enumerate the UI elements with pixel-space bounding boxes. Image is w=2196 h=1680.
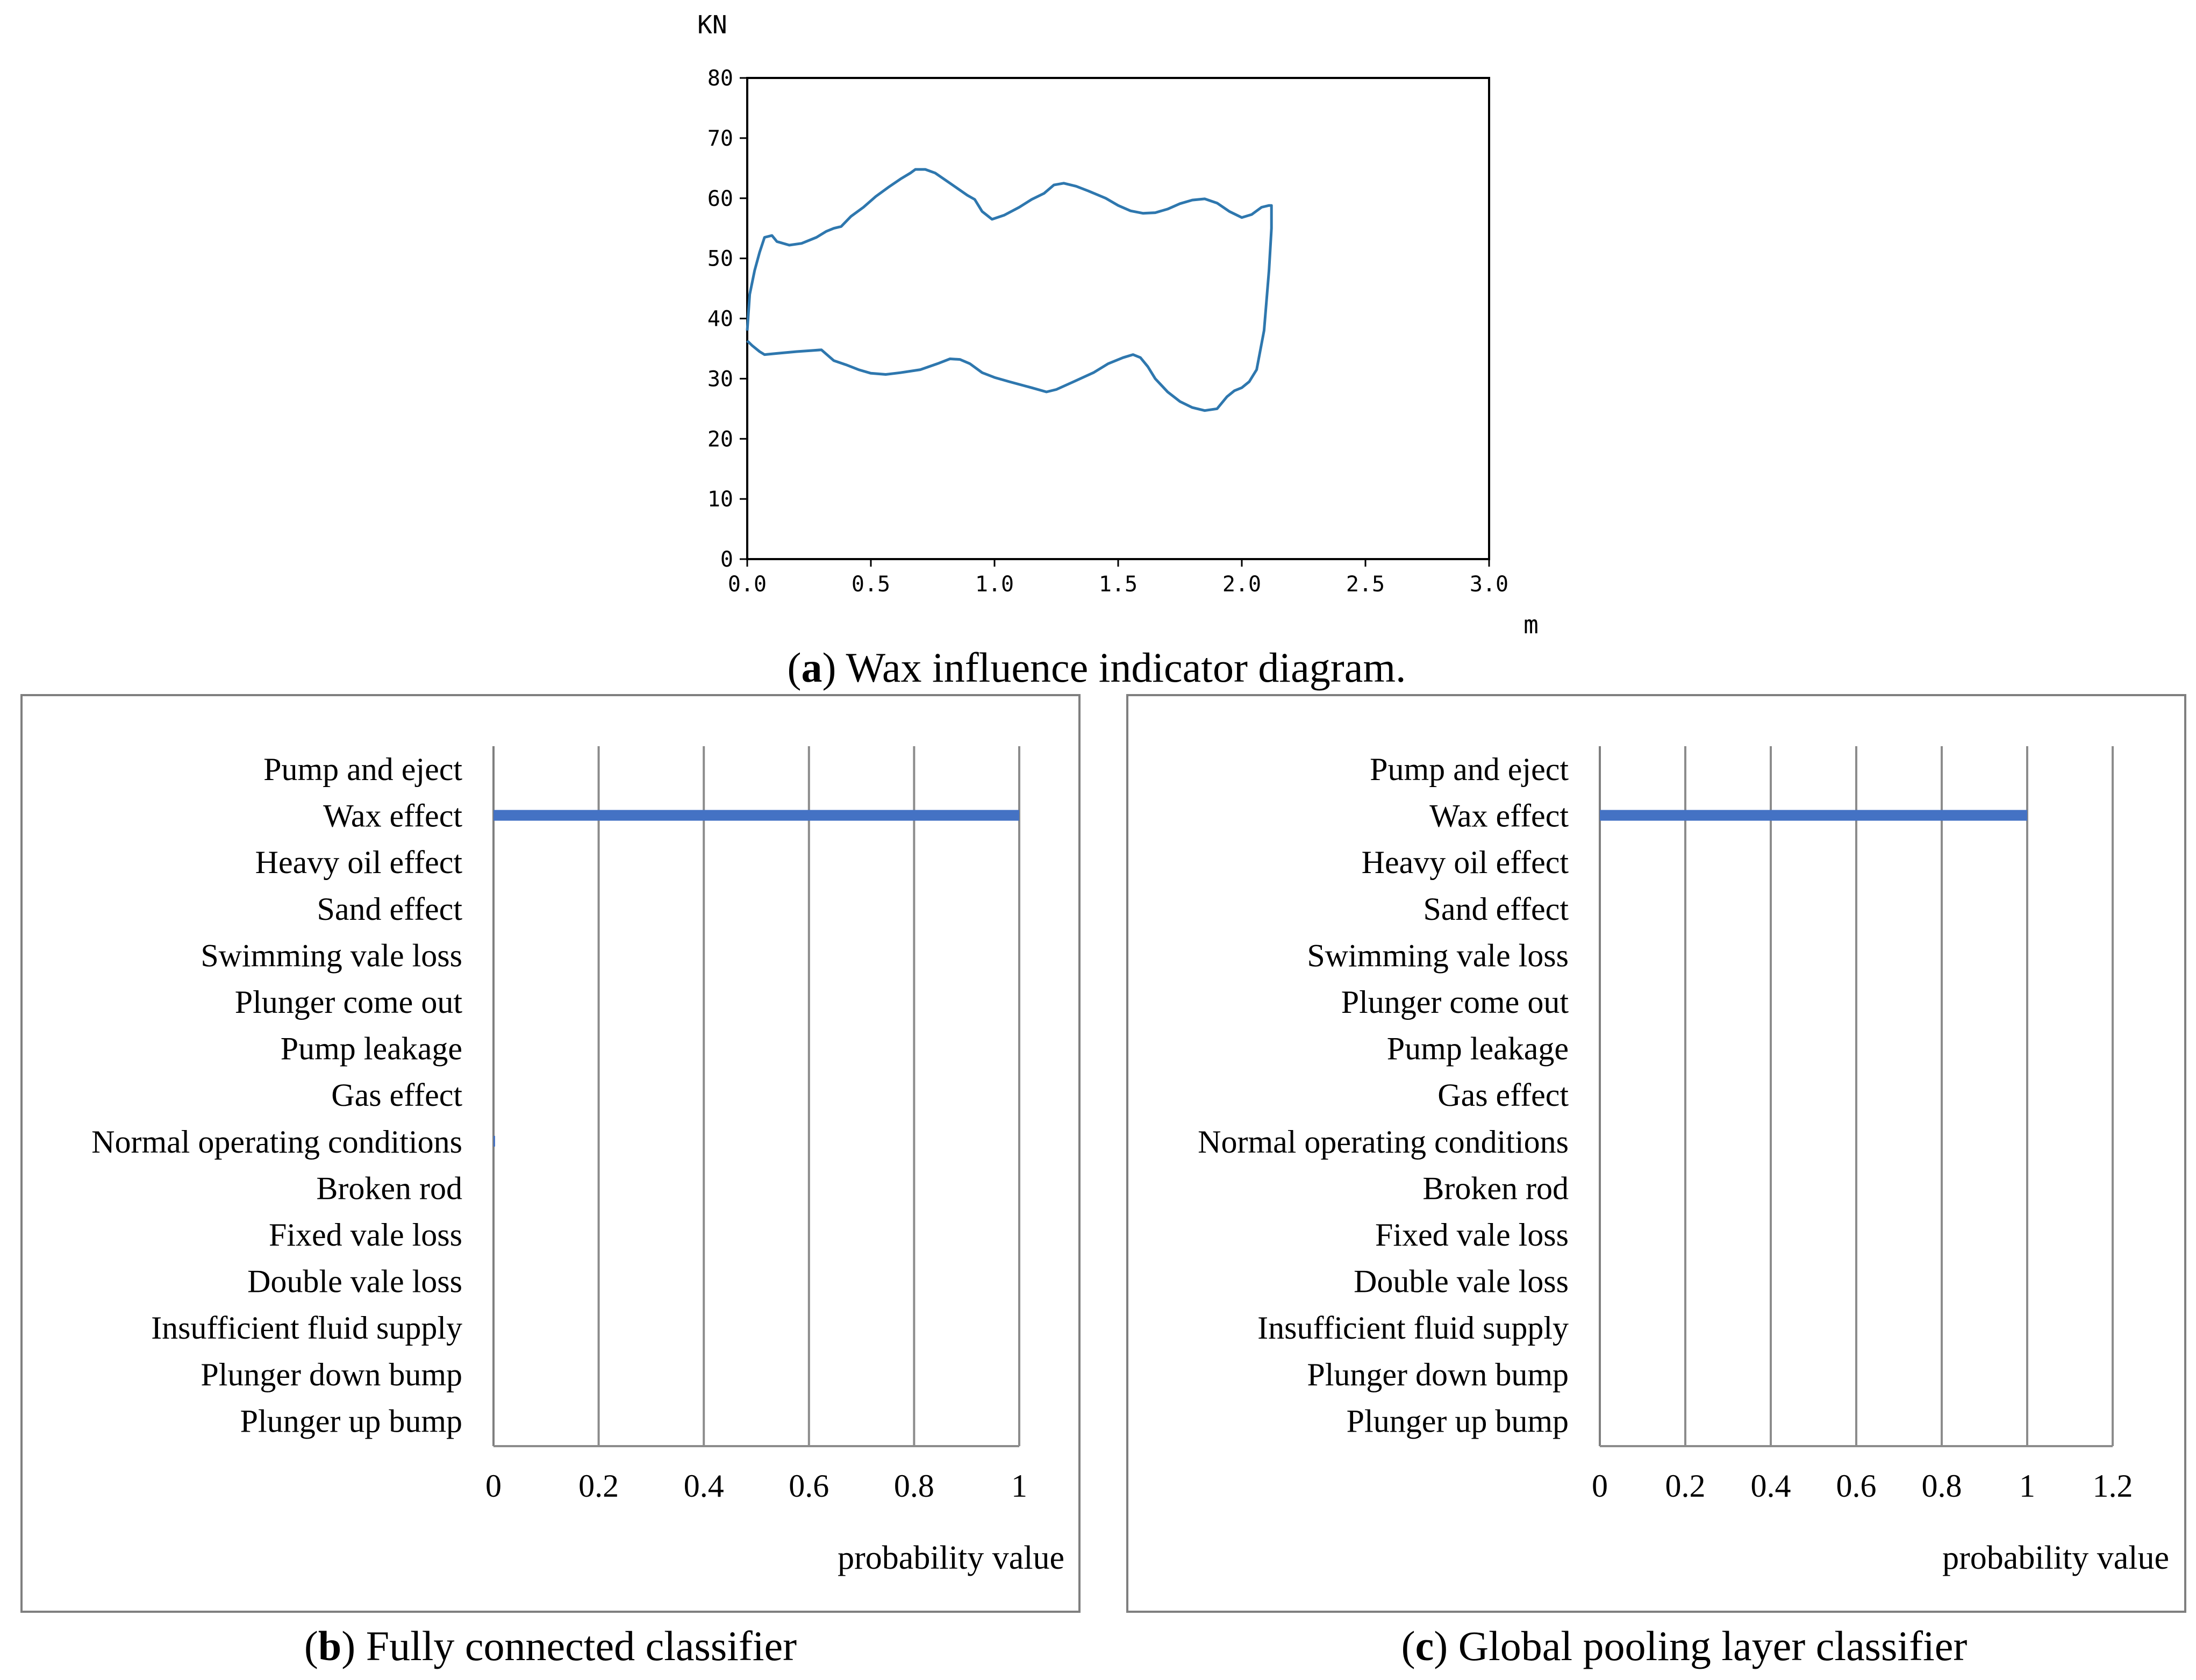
- category-label: Heavy oil effect: [255, 845, 463, 880]
- category-label: Fixed vale loss: [1375, 1217, 1569, 1253]
- category-label: Broken rod: [1422, 1170, 1569, 1206]
- bar: [493, 1135, 495, 1147]
- global-pooling-chart: Pump and eject Wax effect Heavy oil effect…: [1126, 694, 2186, 1669]
- caption-c-letter: c: [1415, 1622, 1434, 1669]
- caption-a-text: ) Wax influence indicator diagram.: [822, 644, 1406, 691]
- caption-c: (c) Global pooling layer classifier: [1401, 1622, 1968, 1669]
- category-label: Pump leakage: [1387, 1031, 1569, 1067]
- chart-b-x-ticks: 0 0.2 0.4 0.6 0.8 1: [485, 1468, 1027, 1504]
- y-tick-label: 10: [707, 487, 733, 512]
- chart-b-border: [20, 694, 1081, 1613]
- y-tick-label: 20: [707, 427, 733, 452]
- caption-c-prefix: (: [1401, 1622, 1415, 1669]
- category-label: Plunger down bump: [201, 1357, 462, 1392]
- category-label: Fixed vale loss: [269, 1217, 462, 1253]
- category-label: Plunger up bump: [240, 1403, 462, 1439]
- category-label: Plunger down bump: [1307, 1357, 1569, 1392]
- bar: [1600, 810, 2027, 821]
- x-axis-ticks: 0.0 0.5 1.0 1.5 2.0 2.5 3.0: [728, 559, 1508, 597]
- x-tick-label: 1.2: [2093, 1468, 2133, 1504]
- category-label: Insufficient fluid supply: [151, 1310, 462, 1346]
- bar: [493, 810, 1019, 821]
- y-axis-ticks: 0 10 20 30 40 50 60 70 80: [707, 66, 747, 572]
- x-tick-label: 1: [1011, 1468, 1027, 1504]
- y-tick-label: 0: [720, 547, 733, 572]
- x-tick-label: 3.0: [1470, 572, 1508, 597]
- category-label: Double vale loss: [1354, 1264, 1569, 1299]
- x-tick-label: 0: [1592, 1468, 1608, 1504]
- category-label: Sand effect: [1424, 891, 1569, 927]
- category-label: Plunger come out: [1341, 984, 1569, 1020]
- chart-b-x-axis-label: probability value: [838, 1540, 1064, 1576]
- caption-a-letter: a: [801, 644, 822, 691]
- y-tick-label: 60: [707, 187, 733, 211]
- caption-b-letter: b: [318, 1622, 341, 1669]
- category-label: Pump leakage: [281, 1031, 462, 1067]
- category-label: Plunger come out: [235, 984, 463, 1020]
- category-label: Wax effect: [323, 798, 462, 834]
- caption-a-prefix: (: [787, 644, 801, 691]
- x-tick-label: 1.0: [975, 572, 1014, 597]
- y-tick-label: 80: [707, 66, 733, 91]
- category-label: Normal operating conditions: [91, 1124, 462, 1160]
- series-line-load: [746, 168, 1273, 412]
- y-axis-label: KN: [697, 10, 727, 39]
- category-label: Broken rod: [316, 1170, 462, 1206]
- x-tick-label: 0.4: [684, 1468, 724, 1504]
- chart-c-x-ticks: 0 0.2 0.4 0.6 0.8 1 1.2: [1592, 1468, 2133, 1504]
- category-label: Gas effect: [1437, 1077, 1569, 1113]
- x-tick-label: 0.2: [578, 1468, 619, 1504]
- chart-b-category-labels: Pump and eject Wax effect Heavy oil effect…: [91, 752, 462, 1439]
- x-tick-label: 0.4: [1751, 1468, 1791, 1504]
- x-axis-label: m: [1523, 610, 1539, 639]
- category-label: Normal operating conditions: [1198, 1124, 1569, 1160]
- x-tick-label: 0.5: [852, 572, 890, 597]
- chart-c-gridlines: [1599, 746, 2114, 1447]
- y-tick-label: 50: [707, 247, 733, 271]
- x-tick-label: 0.6: [789, 1468, 829, 1504]
- y-tick-label: 40: [707, 307, 733, 332]
- fully-connected-chart: Pump and eject Wax effect Heavy oil effect…: [20, 694, 1081, 1669]
- chart-b-bars: [493, 810, 1019, 1147]
- x-tick-label: 2.0: [1222, 572, 1261, 597]
- chart-c-border: [1126, 694, 2186, 1613]
- caption-c-text: ) Global pooling layer classifier: [1434, 1622, 1967, 1669]
- x-tick-label: 0.8: [1922, 1468, 1962, 1504]
- chart-c-x-axis-label: probability value: [1942, 1540, 2169, 1576]
- y-tick-label: 30: [707, 367, 733, 391]
- category-label: Pump and eject: [1370, 752, 1569, 787]
- x-tick-label: 0.8: [894, 1468, 934, 1504]
- x-tick-label: 0.2: [1665, 1468, 1706, 1504]
- category-label: Wax effect: [1429, 798, 1569, 834]
- category-label: Pump and eject: [263, 752, 462, 787]
- x-tick-label: 1: [2019, 1468, 2035, 1504]
- category-label: Heavy oil effect: [1362, 845, 1569, 880]
- caption-b-text: ) Fully connected classifier: [341, 1622, 797, 1669]
- chart-c-category-labels: Pump and eject Wax effect Heavy oil effect…: [1198, 752, 1569, 1439]
- category-label: Double vale loss: [247, 1264, 462, 1299]
- category-label: Swimming vale loss: [1307, 938, 1569, 973]
- x-tick-label: 0.0: [728, 572, 767, 597]
- category-label: Gas effect: [331, 1077, 462, 1113]
- category-label: Sand effect: [317, 891, 463, 927]
- plot-frame: [746, 77, 1490, 560]
- chart-b-gridlines: [492, 746, 1020, 1447]
- category-label: Insufficient fluid supply: [1257, 1310, 1569, 1346]
- category-label: Plunger up bump: [1347, 1403, 1569, 1439]
- y-tick-label: 70: [707, 126, 733, 151]
- category-label: Swimming vale loss: [201, 938, 462, 973]
- chart-c-bars: [1600, 810, 2027, 821]
- caption-b: (b) Fully connected classifier: [304, 1622, 797, 1669]
- caption-b-prefix: (: [304, 1622, 318, 1669]
- caption-a: (a) Wax influence indicator diagram.: [787, 644, 1406, 691]
- x-tick-label: 0: [485, 1468, 502, 1504]
- x-tick-label: 0.6: [1836, 1468, 1877, 1504]
- x-tick-label: 1.5: [1099, 572, 1138, 597]
- x-tick-label: 2.5: [1346, 572, 1385, 597]
